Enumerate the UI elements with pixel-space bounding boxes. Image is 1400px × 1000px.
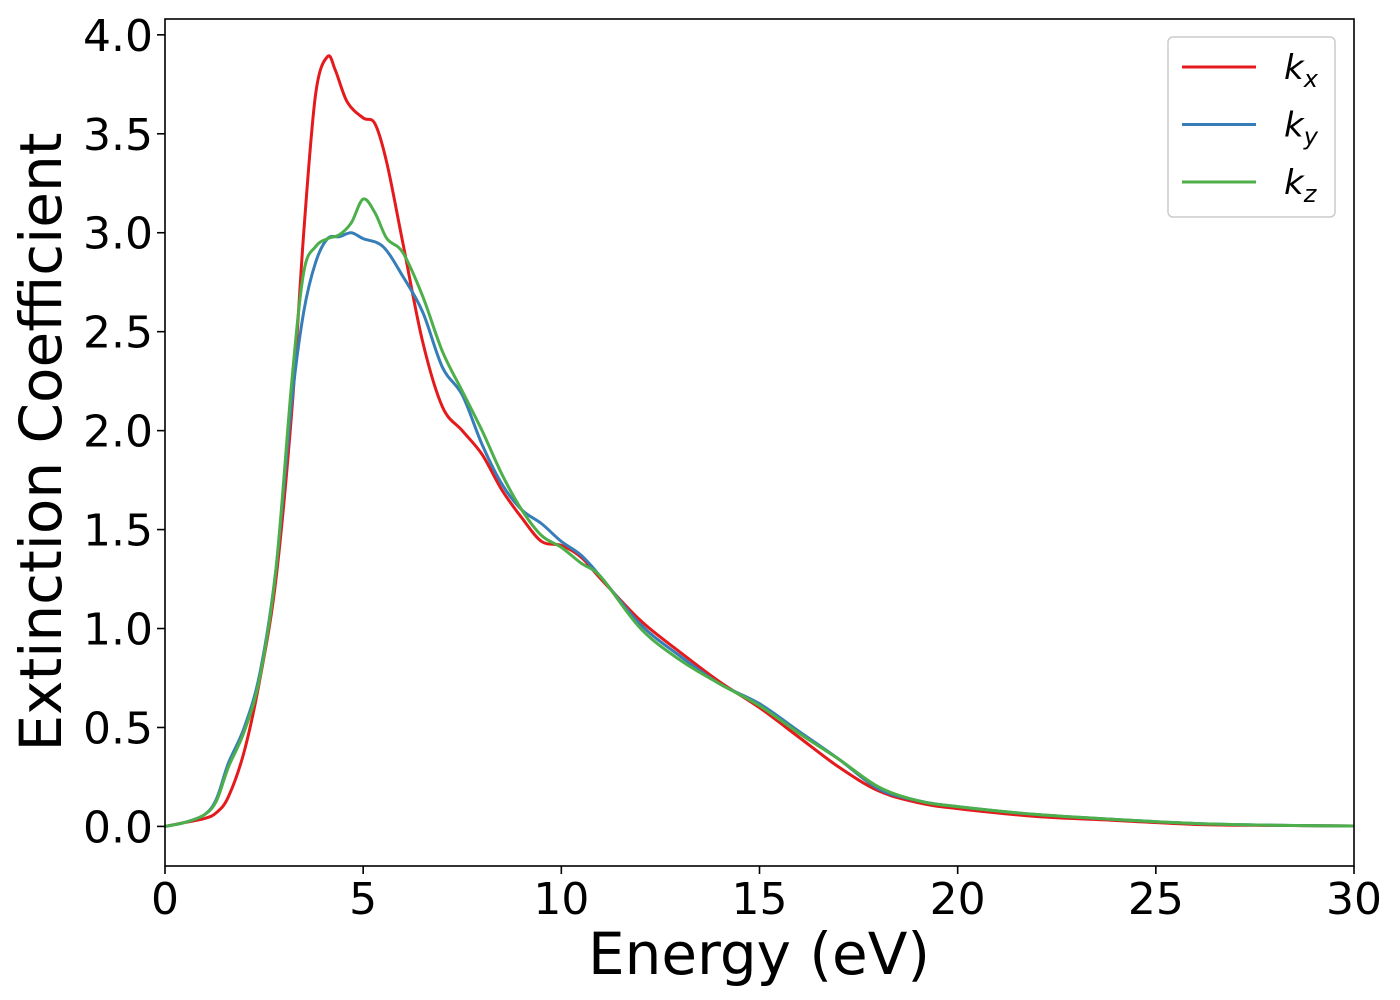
legend-items: kx ky kz [1182,48,1319,208]
x-tick-label: 10 [533,874,589,925]
series-layer [164,54,1355,828]
y-tick-label: 1.0 [83,605,153,656]
y-tick-label: 0.0 [83,802,153,853]
y-tick-label: 1.5 [83,506,153,557]
x-tick-label: 30 [1326,874,1382,925]
series-line-y [164,231,1355,828]
y-tick-label: 3.5 [83,110,153,161]
y-tick-label: 2.0 [83,407,153,458]
legend-label-y: ky [1284,106,1319,151]
y-tick-label: 2.5 [83,308,153,359]
x-tick-label: 0 [151,874,179,925]
y-axis-label: Extinction Coefficient [7,133,75,752]
y-tick-label: 0.5 [83,703,153,754]
legend-label-x: kx [1284,48,1319,93]
x-axis-label: Energy (eV) [588,920,930,988]
y-axis-ticks: 0.0 0.5 1.0 1.5 2.0 2.5 3.0 3.5 4.0 [83,11,165,853]
legend: kx ky kz [1167,36,1336,218]
series-line-z [164,197,1355,828]
x-tick-label: 25 [1128,874,1184,925]
legend-box [1167,36,1336,218]
x-tick-label: 5 [349,874,377,925]
x-tick-label: 15 [732,874,788,925]
legend-label-z: kz [1284,163,1318,208]
x-axis-ticks: 0 5 10 15 20 25 30 [151,866,1382,925]
y-tick-label: 3.0 [83,209,153,260]
x-tick-label: 20 [930,874,986,925]
y-tick-label: 4.0 [83,11,153,62]
